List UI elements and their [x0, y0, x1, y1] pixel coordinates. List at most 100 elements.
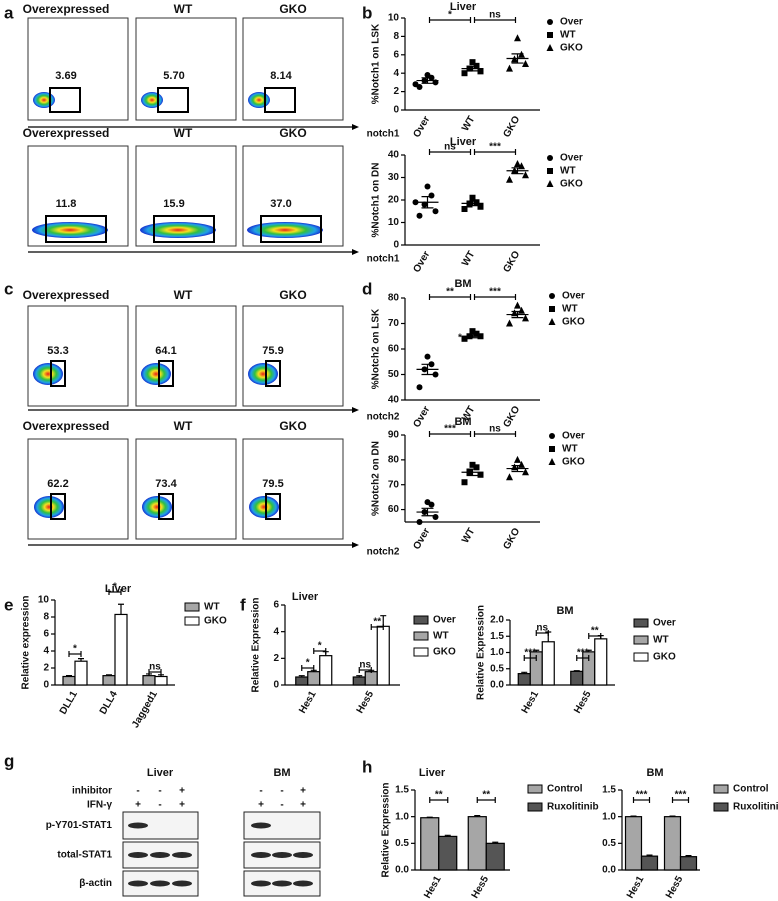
data-point: [428, 192, 435, 199]
bar: [541, 641, 555, 686]
sig-label: **: [435, 790, 443, 801]
gate: [260, 215, 322, 243]
sem-bar: [466, 65, 479, 72]
data-point: [424, 183, 431, 190]
y-axis-label: Relative expression: [21, 596, 32, 690]
bar: [102, 675, 116, 686]
chart-title: Liver: [419, 767, 446, 779]
data-point: [473, 464, 480, 471]
x-tick-label: DLL1: [58, 689, 80, 717]
y-tick-label: 4: [43, 646, 49, 657]
sig-label: ns: [149, 662, 161, 673]
y-tick-label: 0.0: [490, 680, 504, 691]
data-point: [514, 34, 521, 42]
y-tick-label: 1.5: [490, 631, 504, 642]
blot-row-label: total-STAT1: [57, 850, 112, 861]
bar: [679, 856, 698, 871]
data-point: [412, 81, 419, 88]
sig-label: ***: [675, 790, 687, 801]
y-tick-label: 1.0: [490, 647, 504, 658]
condition-sign: -: [136, 786, 139, 797]
y-axis-label: Relative Expression: [476, 605, 487, 700]
y-tick-label: 10: [388, 13, 400, 24]
flow-axis-label: notch2: [367, 547, 400, 558]
data-point: [477, 203, 484, 210]
data-point: [466, 201, 473, 208]
gate: [264, 87, 296, 113]
blot-band: [172, 852, 192, 858]
gate-value: 37.0: [270, 198, 291, 210]
y-tick-label: 1.5: [395, 785, 409, 796]
legend-marker: [549, 293, 555, 299]
error-bar: [78, 658, 84, 662]
data-point: [412, 199, 419, 206]
data-point: [506, 64, 513, 72]
legend-label: Over: [653, 618, 676, 629]
legend-swatch: [527, 784, 543, 794]
x-tick-label: Jagged1: [130, 689, 160, 730]
sig-label: *: [73, 644, 77, 655]
y-tick-label: 1.0: [395, 811, 409, 822]
y-tick-label: 60: [388, 344, 400, 355]
error-bar: [356, 675, 363, 677]
x-tick-label: Hes1: [625, 874, 647, 901]
x-tick-label: Over: [411, 526, 432, 551]
gate: [49, 87, 81, 113]
y-tick-label: 20: [388, 195, 400, 206]
bar: [485, 842, 505, 871]
gate-value: 11.8: [56, 198, 77, 210]
arrow-head: [352, 249, 359, 255]
flow-plot: [242, 305, 344, 407]
condition-sign: +: [300, 800, 306, 811]
error-bar: [444, 834, 451, 837]
legend-marker: [546, 44, 554, 51]
sem-bar: [511, 310, 524, 319]
chart-title: BM: [454, 416, 471, 428]
chart-title: BM: [646, 767, 663, 779]
sig-label: ns: [489, 10, 501, 21]
legend-label: Control: [547, 784, 583, 795]
blot-tissue: Liver: [147, 767, 174, 779]
cell-population: [34, 496, 64, 518]
flow-title: WT: [174, 419, 193, 433]
sem-bar: [466, 200, 479, 207]
data-point: [522, 314, 529, 322]
legend-label: GKO: [560, 179, 583, 190]
y-tick-label: 1.0: [602, 811, 616, 822]
cell-population: [33, 92, 55, 108]
condition-sign: -: [280, 786, 283, 797]
data-point: [461, 206, 468, 212]
sig-label: ***: [444, 424, 456, 435]
y-tick-label: 0.0: [602, 865, 616, 876]
flow-title: GKO: [279, 2, 306, 16]
gate-value: 53.3: [47, 345, 68, 357]
legend-label: Ruxolitinib: [547, 802, 599, 813]
error-bar: [521, 671, 528, 674]
legend-label: WT: [204, 602, 220, 613]
bar: [307, 671, 321, 686]
legend-swatch: [713, 784, 729, 794]
x-tick-label: Hes5: [355, 689, 377, 716]
sig-label: ***: [636, 790, 648, 801]
sig-label: *: [448, 10, 452, 21]
error-bar: [492, 841, 499, 844]
y-tick-label: 0.0: [395, 865, 409, 876]
error-bar: [106, 674, 112, 676]
y-tick-label: 0: [273, 680, 279, 691]
data-point: [424, 499, 431, 506]
error-bar: [585, 649, 592, 652]
condition-sign: -: [158, 800, 161, 811]
data-point: [469, 328, 476, 335]
flow-title: Overexpressed: [23, 419, 110, 433]
gate: [157, 87, 189, 113]
blot-band: [150, 852, 170, 858]
cell-population: [32, 222, 108, 238]
y-axis-label: %Notch2 on DN: [371, 441, 382, 516]
y-tick-label: 10: [38, 595, 50, 606]
gate-value: 15.9: [163, 198, 184, 210]
legend-swatch: [184, 616, 200, 626]
blot-band: [150, 880, 170, 887]
legend-swatch: [633, 635, 649, 645]
cell-population: [141, 92, 163, 108]
sig-label: ns: [359, 660, 371, 671]
